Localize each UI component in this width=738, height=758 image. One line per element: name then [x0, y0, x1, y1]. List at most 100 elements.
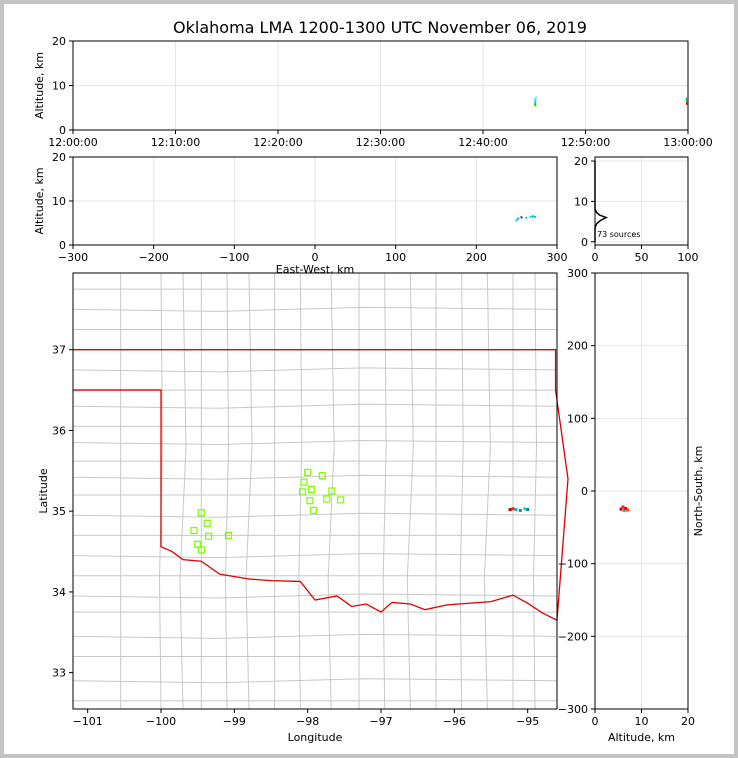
lma-station-marker: [224, 531, 233, 540]
x-tick-label: −98: [296, 715, 319, 728]
oklahoma-state-border: [73, 349, 569, 622]
county-boundary: [72, 553, 558, 559]
county-boundary: [179, 272, 187, 710]
x-tick-label: 0: [592, 251, 599, 264]
county-boundary: [298, 272, 303, 710]
y-tick-label: 36: [52, 424, 66, 437]
lightning-source-point: [619, 507, 623, 511]
x-tick-label: 12:10:00: [151, 136, 200, 149]
county-boundary: [72, 633, 558, 639]
lightning-source-point: [520, 216, 523, 219]
lma-station-marker: [337, 496, 345, 504]
panel-border: [72, 272, 558, 710]
x-tick-label: 12:30:00: [356, 136, 405, 149]
lightning-source-point: [514, 508, 518, 512]
county-boundary: [327, 272, 335, 710]
x-tick-label: 200: [466, 251, 487, 264]
plan-view-map-panel: [72, 272, 558, 710]
y-tick-label: 34: [52, 586, 66, 599]
county-boundary: [224, 272, 230, 710]
panel-border: [594, 272, 689, 710]
y-tick-label: 0: [581, 236, 588, 249]
panel-border: [72, 156, 558, 246]
lightning-source-point: [622, 509, 626, 513]
lightning-source-point: [685, 97, 688, 100]
lma-station-marker: [205, 532, 213, 540]
lightning-source-point: [534, 98, 537, 101]
county-boundary: [382, 272, 387, 710]
lightning-source-point: [515, 219, 518, 222]
county-boundary: [459, 272, 464, 710]
county-boundary: [72, 403, 558, 409]
x-tick-label: −100: [146, 715, 176, 728]
x-axis-label: Altitude, km: [608, 731, 675, 744]
lightning-source-point: [529, 215, 532, 218]
x-tick-label: 300: [547, 251, 568, 264]
panel-border: [72, 40, 689, 131]
lma-station-marker: [300, 478, 308, 486]
y-tick-label: 10: [52, 195, 66, 208]
x-tick-label: −101: [73, 715, 103, 728]
county-boundary: [245, 272, 253, 710]
lightning-source-point: [523, 507, 527, 511]
lightning-source-point: [534, 100, 537, 103]
lightning-source-point: [685, 102, 688, 105]
y-tick-label: 20: [574, 155, 588, 168]
y-axis-label: Altitude, km: [33, 167, 46, 234]
lma-station-marker: [194, 540, 202, 548]
x-tick-label: 12:20:00: [253, 136, 302, 149]
lightning-source-point: [525, 216, 528, 219]
y-tick-label: −100: [558, 558, 588, 571]
lightning-source-point: [624, 506, 628, 510]
lightning-source-point: [517, 217, 520, 220]
y-tick-label: 10: [574, 195, 588, 208]
lightning-source-point: [534, 104, 537, 107]
source-count-annotation: 73 sources: [597, 230, 640, 239]
y-tick-label: −200: [558, 630, 588, 643]
y-tick-label: 33: [52, 667, 66, 680]
county-lines: [72, 272, 558, 710]
x-tick-label: −300: [58, 251, 88, 264]
lightning-source-point: [526, 508, 530, 512]
lma-station-marker: [309, 506, 318, 514]
county-boundary: [483, 272, 491, 710]
x-tick-label: −96: [443, 715, 466, 728]
lightning-source-point: [535, 96, 538, 99]
lma-station-marker: [306, 497, 314, 505]
y-tick-label: 20: [52, 35, 66, 48]
county-boundary: [72, 440, 558, 446]
figure-title: Oklahoma LMA 1200-1300 UTC November 06, …: [173, 18, 587, 37]
x-tick-label: 12:00:00: [48, 136, 97, 149]
lightning-source-point: [621, 505, 625, 509]
x-tick-label: 12:50:00: [561, 136, 610, 149]
lightning-source-point: [518, 508, 522, 512]
x-tick-label: 10: [635, 715, 649, 728]
lma-station-marker: [307, 485, 315, 493]
lma-station-marker: [197, 546, 205, 554]
x-tick-label: −95: [516, 715, 539, 728]
y-tick-label: 10: [52, 80, 66, 93]
x-tick-label: 50: [635, 251, 649, 264]
y-tick-label: 300: [567, 267, 588, 280]
lma-station-marker: [197, 509, 205, 517]
lightning-source-point: [534, 102, 537, 105]
y-tick-label: 35: [52, 505, 66, 518]
lma-station-marker: [323, 495, 331, 503]
y-tick-label: 0: [59, 124, 66, 137]
y-tick-label: 37: [52, 344, 66, 357]
lightning-source-point: [685, 100, 688, 103]
county-boundary: [72, 512, 558, 518]
lma-station-marker: [318, 472, 326, 480]
lightning-source-point: [511, 507, 515, 511]
lma-station-marker: [298, 488, 307, 496]
county-boundary: [72, 593, 558, 599]
x-tick-label: 100: [385, 251, 406, 264]
lma-station-marker: [203, 519, 211, 527]
y-tick-label: 0: [581, 485, 588, 498]
county-boundary: [532, 272, 538, 710]
county-boundary: [72, 367, 558, 373]
figure-canvas: Oklahoma LMA 1200-1300 UTC November 06, …: [4, 4, 734, 754]
x-axis-label: Longitude: [288, 731, 343, 744]
x-tick-label: −99: [223, 715, 246, 728]
